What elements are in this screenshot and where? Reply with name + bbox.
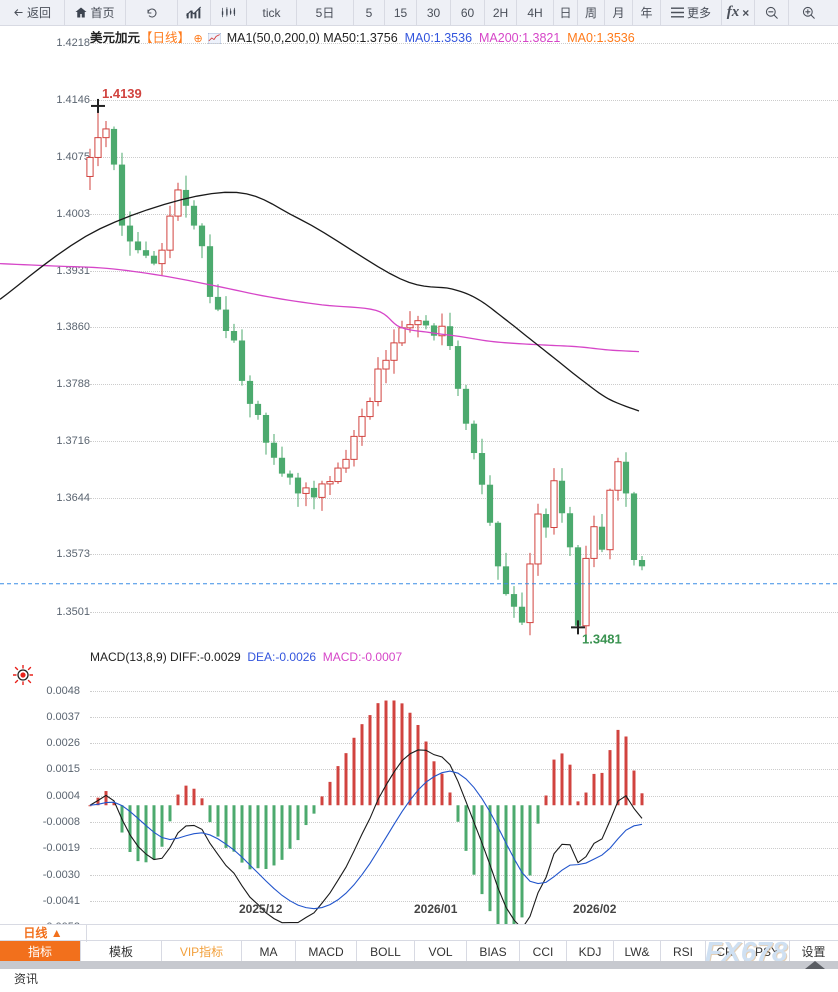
- svg-text:1.4139: 1.4139: [102, 86, 142, 101]
- svg-text:1.3481: 1.3481: [582, 631, 622, 646]
